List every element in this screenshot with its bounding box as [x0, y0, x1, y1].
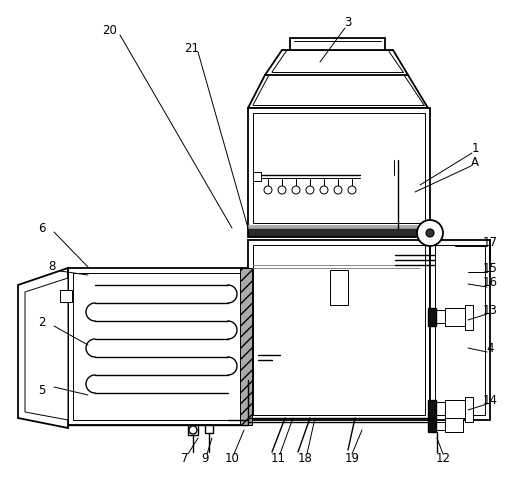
Circle shape — [416, 220, 442, 246]
Text: 6: 6 — [38, 221, 46, 235]
Bar — [252, 245, 424, 415]
Circle shape — [292, 186, 299, 194]
Bar — [427, 418, 435, 432]
Text: 16: 16 — [482, 276, 496, 289]
Text: 5: 5 — [38, 384, 46, 397]
Ellipse shape — [253, 352, 262, 362]
Bar — [247, 228, 429, 237]
Circle shape — [305, 186, 314, 194]
Text: 20: 20 — [102, 23, 117, 36]
Bar — [444, 400, 464, 418]
Text: 2: 2 — [38, 316, 46, 329]
Bar — [464, 305, 472, 330]
Circle shape — [319, 186, 327, 194]
Bar — [434, 245, 484, 415]
Bar — [60, 290, 72, 302]
Text: 12: 12 — [435, 452, 449, 465]
Circle shape — [264, 186, 271, 194]
Bar — [444, 308, 464, 326]
Bar — [329, 270, 347, 305]
Bar — [73, 273, 242, 420]
Bar — [427, 308, 435, 326]
Bar — [444, 418, 462, 432]
Text: 10: 10 — [224, 452, 239, 465]
Text: 4: 4 — [485, 342, 493, 354]
Text: 15: 15 — [482, 262, 496, 274]
Circle shape — [277, 186, 286, 194]
Bar — [247, 225, 429, 228]
Circle shape — [189, 426, 196, 434]
Text: 1: 1 — [470, 141, 478, 155]
Bar — [240, 268, 251, 425]
Bar — [205, 425, 213, 433]
Text: 14: 14 — [482, 394, 496, 407]
Bar — [188, 425, 197, 435]
Text: A: A — [470, 156, 478, 169]
Circle shape — [347, 186, 355, 194]
Text: 3: 3 — [344, 15, 351, 28]
Bar — [247, 108, 429, 228]
Text: 18: 18 — [297, 452, 312, 465]
Polygon shape — [18, 268, 68, 428]
Text: 7: 7 — [181, 452, 188, 465]
Text: 8: 8 — [48, 261, 55, 274]
Bar — [429, 240, 489, 420]
Text: 11: 11 — [270, 452, 285, 465]
Text: 19: 19 — [344, 452, 359, 465]
Text: 13: 13 — [482, 304, 496, 317]
Text: 9: 9 — [201, 452, 208, 465]
Bar — [68, 268, 247, 425]
Bar — [252, 113, 424, 223]
Text: 21: 21 — [184, 42, 199, 55]
Polygon shape — [25, 278, 68, 420]
Bar — [464, 397, 472, 422]
Bar — [427, 400, 435, 418]
Circle shape — [425, 229, 433, 237]
Bar — [247, 240, 429, 420]
Bar — [252, 172, 261, 181]
Circle shape — [333, 186, 342, 194]
Text: 17: 17 — [482, 236, 496, 249]
